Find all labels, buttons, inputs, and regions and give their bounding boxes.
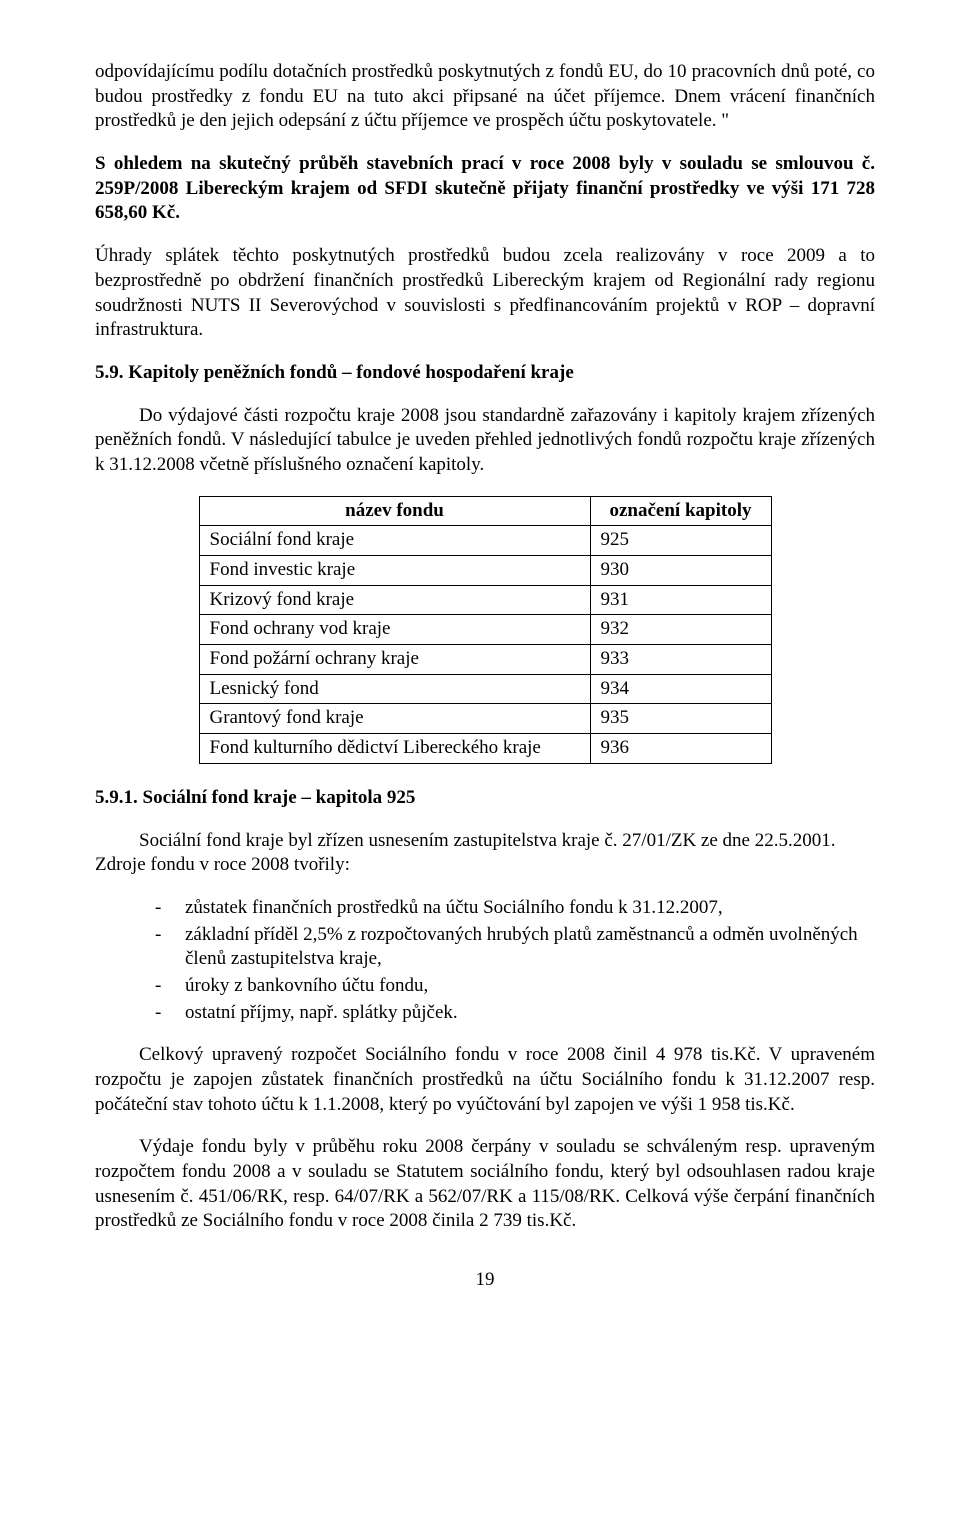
table-cell-chap: 935 xyxy=(590,704,771,734)
table-cell-chap: 925 xyxy=(590,526,771,556)
table-row: Fond požární ochrany kraje 933 xyxy=(199,645,771,675)
table-row: Fond kulturního dědictví Libereckého kra… xyxy=(199,734,771,764)
page-number: 19 xyxy=(95,1268,875,1293)
table-cell-name: Krizový fond kraje xyxy=(199,585,590,615)
paragraph-expenses: Výdaje fondu byly v průběhu roku 2008 če… xyxy=(95,1135,875,1234)
paragraph-amount-text: S ohledem na skutečný průběh stavebních … xyxy=(95,153,875,223)
paragraph-budget: Celkový upravený rozpočet Sociálního fon… xyxy=(95,1043,875,1117)
table-cell-name: Sociální fond kraje xyxy=(199,526,590,556)
table-cell-name: Fond požární ochrany kraje xyxy=(199,645,590,675)
table-cell-name: Lesnický fond xyxy=(199,674,590,704)
table-cell-name: Fond investic kraje xyxy=(199,556,590,586)
list-item: ostatní příjmy, např. splátky půjček. xyxy=(155,1001,875,1026)
heading-5-9-1: 5.9.1. Sociální fond kraje – kapitola 92… xyxy=(95,786,875,811)
table-header-name: název fondu xyxy=(199,496,590,526)
table-row: Fond ochrany vod kraje 932 xyxy=(199,615,771,645)
table-cell-chap: 931 xyxy=(590,585,771,615)
list-item: zůstatek finančních prostředků na účtu S… xyxy=(155,896,875,921)
table-row: Fond investic kraje 930 xyxy=(199,556,771,586)
list-item: úroky z bankovního účtu fondu, xyxy=(155,974,875,999)
table-row: Grantový fond kraje 935 xyxy=(199,704,771,734)
table-cell-name: Fond ochrany vod kraje xyxy=(199,615,590,645)
paragraph-amount: S ohledem na skutečný průběh stavebních … xyxy=(95,152,875,226)
heading-5-9: 5.9. Kapitoly peněžních fondů – fondové … xyxy=(95,361,875,386)
funds-table: název fondu označení kapitoly Sociální f… xyxy=(199,496,772,764)
table-cell-chap: 932 xyxy=(590,615,771,645)
table-row: Lesnický fond 934 xyxy=(199,674,771,704)
paragraph-funds-intro: Do výdajové části rozpočtu kraje 2008 js… xyxy=(95,404,875,478)
table-header-chapter: označení kapitoly xyxy=(590,496,771,526)
source-list: zůstatek finančních prostředků na účtu S… xyxy=(95,896,875,1025)
table-cell-chap: 936 xyxy=(590,734,771,764)
paragraph-intro: odpovídajícímu podílu dotačních prostřed… xyxy=(95,60,875,134)
table-cell-name: Fond kulturního dědictví Libereckého kra… xyxy=(199,734,590,764)
table-row: Sociální fond kraje 925 xyxy=(199,526,771,556)
table-row: Krizový fond kraje 931 xyxy=(199,585,771,615)
table-cell-name: Grantový fond kraje xyxy=(199,704,590,734)
paragraph-socfund-intro: Sociální fond kraje byl zřízen usnesením… xyxy=(95,829,875,878)
table-header-row: název fondu označení kapitoly xyxy=(199,496,771,526)
table-cell-chap: 934 xyxy=(590,674,771,704)
table-cell-chap: 933 xyxy=(590,645,771,675)
page-container: odpovídajícímu podílu dotačních prostřed… xyxy=(0,0,960,1333)
table-cell-chap: 930 xyxy=(590,556,771,586)
list-item: základní příděl 2,5% z rozpočtovaných hr… xyxy=(155,923,875,972)
paragraph-repayments: Úhrady splátek těchto poskytnutých prost… xyxy=(95,244,875,343)
paragraph-intro-part1: odpovídajícímu podílu dotačních prostřed… xyxy=(95,61,875,131)
